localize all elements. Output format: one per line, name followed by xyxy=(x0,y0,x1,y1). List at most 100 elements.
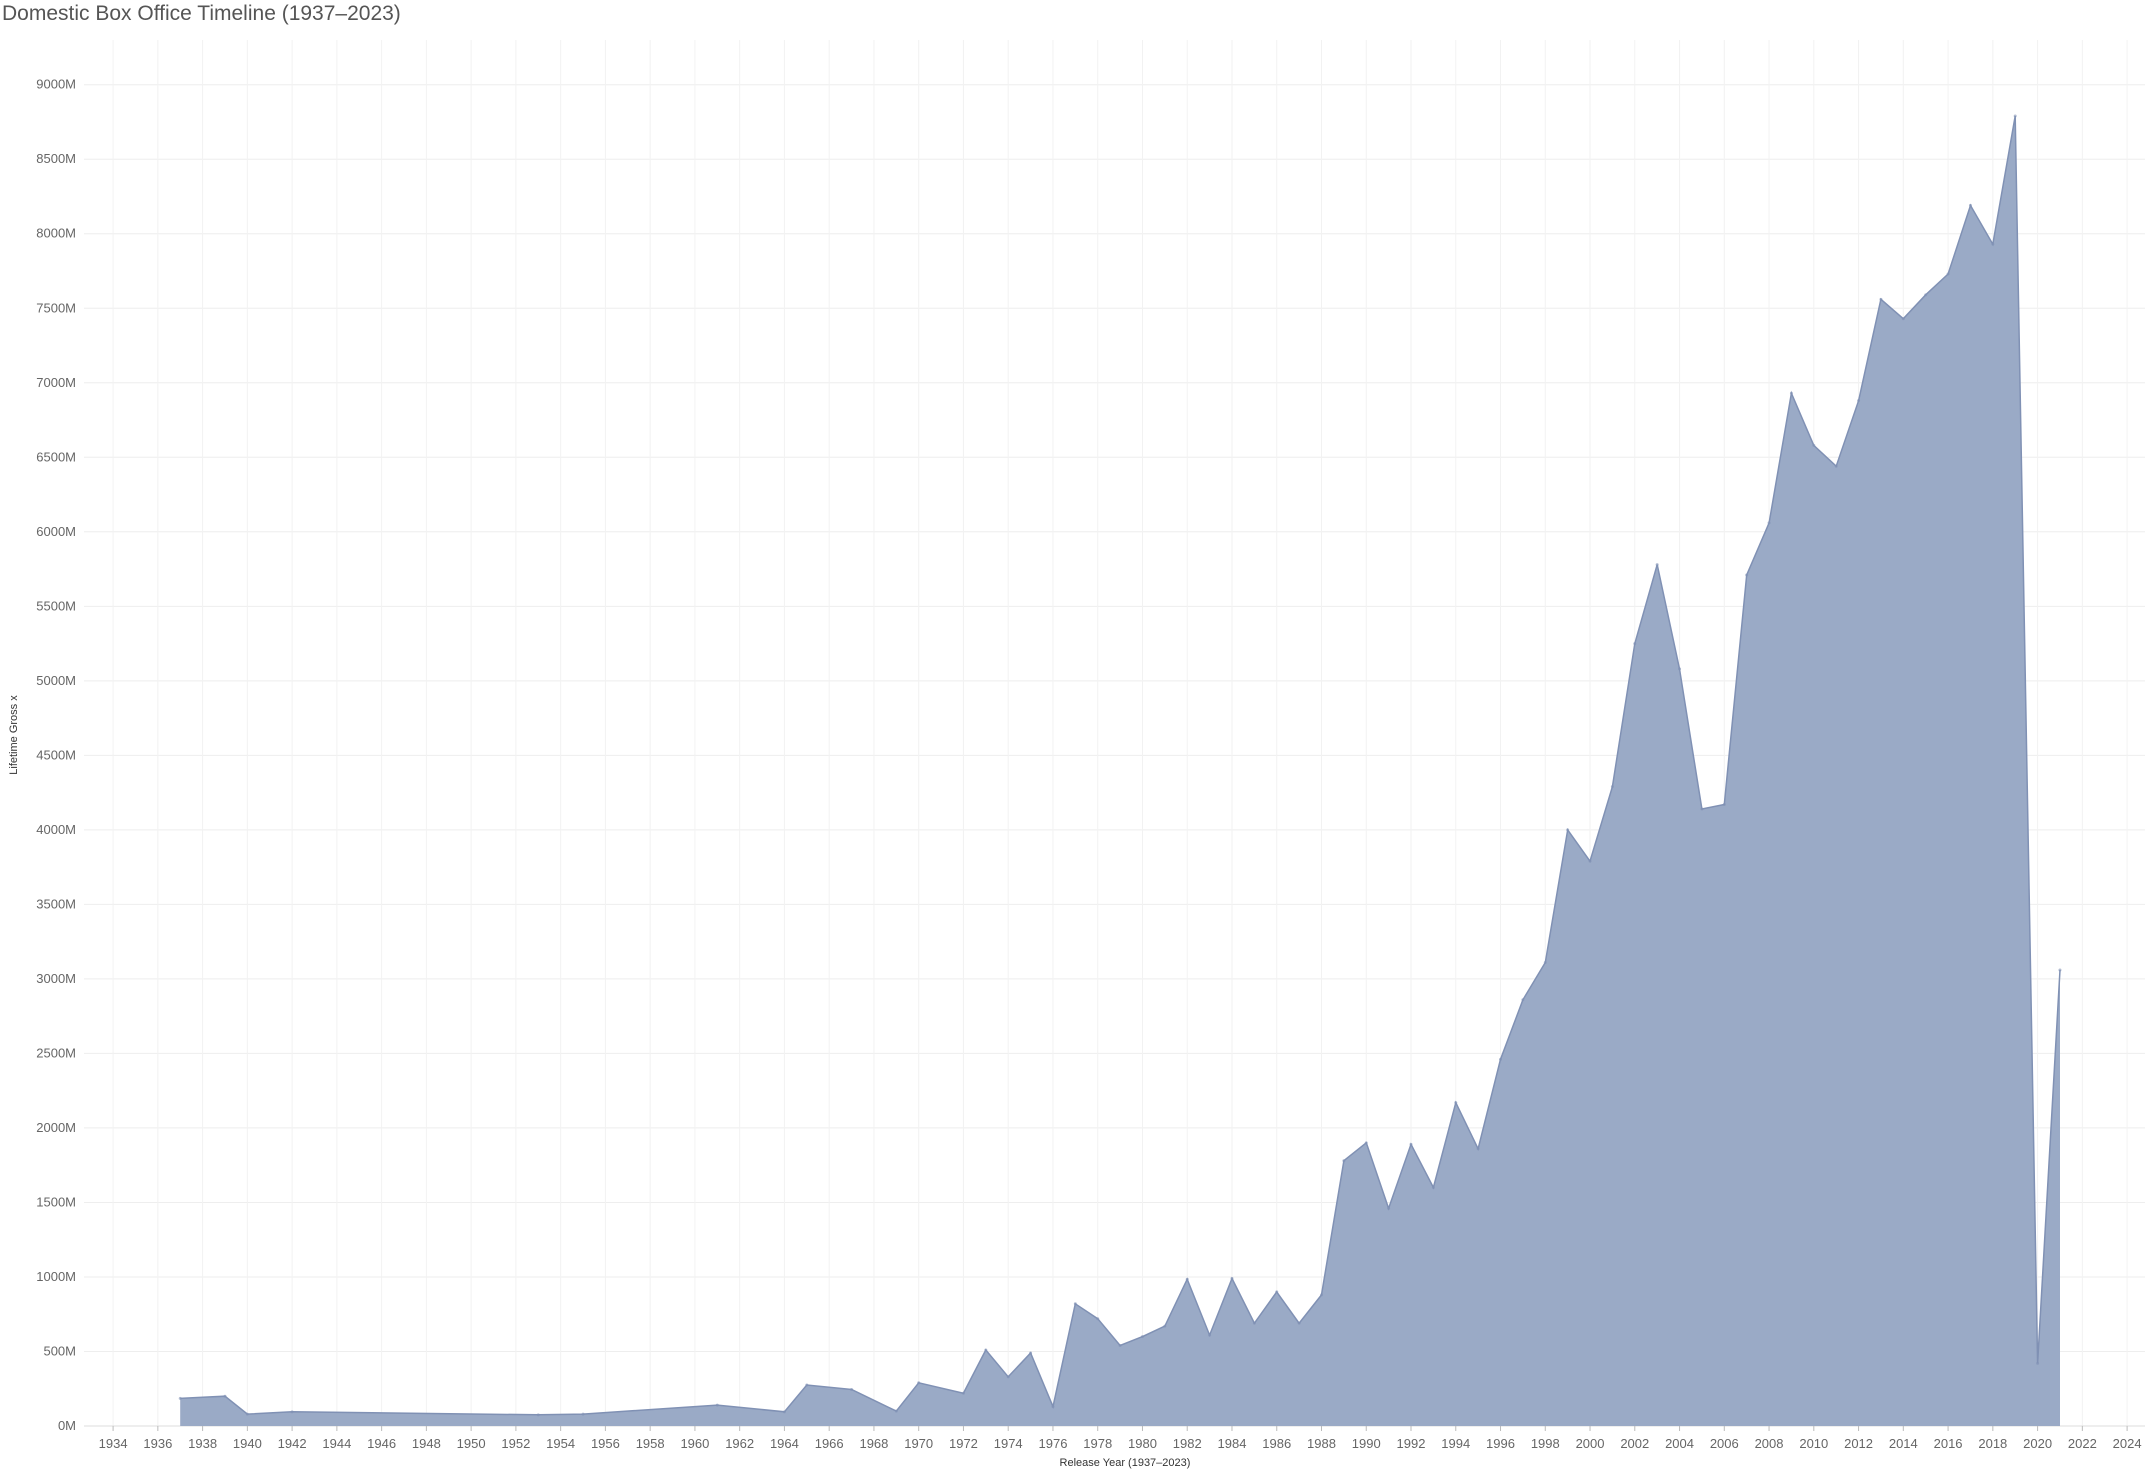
x-tick-label: 1950 xyxy=(457,1436,486,1451)
data-point[interactable] xyxy=(782,1410,786,1414)
data-point[interactable] xyxy=(1051,1405,1055,1409)
data-point[interactable] xyxy=(1566,828,1570,832)
data-point[interactable] xyxy=(1096,1317,1100,1321)
x-tick-label: 1978 xyxy=(1083,1436,1112,1451)
x-tick-label: 1942 xyxy=(278,1436,307,1451)
data-point[interactable] xyxy=(1924,293,1928,297)
data-point[interactable] xyxy=(1073,1302,1077,1306)
data-point[interactable] xyxy=(1633,642,1637,646)
data-point[interactable] xyxy=(1252,1321,1256,1325)
y-tick-label: 8000M xyxy=(36,226,76,241)
area-fill xyxy=(180,116,2061,1426)
data-point[interactable] xyxy=(1991,242,1995,246)
x-tick-label: 2008 xyxy=(1755,1436,1784,1451)
data-point[interactable] xyxy=(715,1403,719,1407)
data-point[interactable] xyxy=(1745,573,1749,577)
x-tick-label: 2018 xyxy=(1978,1436,2007,1451)
data-point[interactable] xyxy=(894,1409,898,1413)
data-point[interactable] xyxy=(2036,1361,2040,1365)
data-point[interactable] xyxy=(1454,1101,1458,1105)
area-outline xyxy=(180,115,2061,1416)
data-point[interactable] xyxy=(1901,317,1905,321)
data-point[interactable] xyxy=(223,1394,227,1398)
x-tick-label: 1940 xyxy=(233,1436,262,1451)
data-point[interactable] xyxy=(2013,114,2017,118)
data-point[interactable] xyxy=(1968,203,1972,207)
data-point[interactable] xyxy=(1029,1351,1033,1355)
data-point[interactable] xyxy=(1521,998,1525,1002)
data-point[interactable] xyxy=(1700,807,1704,811)
x-tick-label: 1934 xyxy=(99,1436,128,1451)
x-tick-label: 1952 xyxy=(501,1436,530,1451)
data-point[interactable] xyxy=(917,1381,921,1385)
x-tick-label: 2024 xyxy=(2113,1436,2142,1451)
x-tick-label: 2012 xyxy=(1844,1436,1873,1451)
y-tick-label: 4500M xyxy=(36,747,76,762)
data-point[interactable] xyxy=(1857,399,1861,403)
x-tick-label: 1946 xyxy=(367,1436,396,1451)
x-tick-label: 1984 xyxy=(1218,1436,1247,1451)
data-point[interactable] xyxy=(178,1396,182,1400)
data-point[interactable] xyxy=(536,1413,540,1417)
x-tick-label: 2004 xyxy=(1665,1436,1694,1451)
x-tick-label: 1956 xyxy=(591,1436,620,1451)
x-tick-label: 1990 xyxy=(1352,1436,1381,1451)
data-point[interactable] xyxy=(850,1387,854,1391)
y-tick-label: 8500M xyxy=(36,151,76,166)
data-point[interactable] xyxy=(1006,1375,1010,1379)
data-point[interactable] xyxy=(245,1412,249,1416)
x-tick-label: 1980 xyxy=(1128,1436,1157,1451)
data-point[interactable] xyxy=(2058,968,2062,972)
data-point[interactable] xyxy=(1767,521,1771,525)
area-series xyxy=(178,114,2062,1426)
data-point[interactable] xyxy=(1431,1186,1435,1190)
data-point[interactable] xyxy=(1543,961,1547,965)
data-point[interactable] xyxy=(1879,297,1883,301)
y-tick-label: 1000M xyxy=(36,1269,76,1284)
data-point[interactable] xyxy=(1140,1335,1144,1339)
data-point[interactable] xyxy=(1364,1141,1368,1145)
data-point[interactable] xyxy=(290,1410,294,1414)
data-point[interactable] xyxy=(1275,1290,1279,1294)
x-tick-label: 1972 xyxy=(949,1436,978,1451)
x-tick-label: 1966 xyxy=(815,1436,844,1451)
x-axis-label: Release Year (1937–2023) xyxy=(1060,1457,1191,1469)
x-tick-label: 1982 xyxy=(1173,1436,1202,1451)
data-point[interactable] xyxy=(1588,859,1592,863)
data-point[interactable] xyxy=(1722,803,1726,807)
data-point[interactable] xyxy=(1655,563,1659,567)
data-point[interactable] xyxy=(1678,667,1682,671)
data-point[interactable] xyxy=(1476,1147,1480,1151)
data-point[interactable] xyxy=(1789,391,1793,395)
x-tick-label: 1964 xyxy=(770,1436,799,1451)
data-point[interactable] xyxy=(1812,443,1816,447)
data-point[interactable] xyxy=(1342,1159,1346,1163)
data-point[interactable] xyxy=(984,1348,988,1352)
x-tick-label: 1944 xyxy=(322,1436,351,1451)
data-point[interactable] xyxy=(1208,1333,1212,1337)
data-point[interactable] xyxy=(1946,272,1950,276)
x-tick-label: 2000 xyxy=(1576,1436,1605,1451)
data-point[interactable] xyxy=(1185,1277,1189,1281)
x-tick-label: 1962 xyxy=(725,1436,754,1451)
data-point[interactable] xyxy=(805,1383,809,1387)
data-point[interactable] xyxy=(1163,1324,1167,1328)
y-tick-label: 1500M xyxy=(36,1194,76,1209)
data-point[interactable] xyxy=(1230,1276,1234,1280)
data-point[interactable] xyxy=(1387,1206,1391,1210)
data-point[interactable] xyxy=(1499,1057,1503,1061)
data-point[interactable] xyxy=(1409,1142,1413,1146)
y-tick-label: 2500M xyxy=(36,1045,76,1060)
x-tick-label: 1968 xyxy=(859,1436,888,1451)
data-point[interactable] xyxy=(1118,1344,1122,1348)
data-point[interactable] xyxy=(1610,785,1614,789)
x-tick-label: 1996 xyxy=(1486,1436,1515,1451)
x-tick-label: 2014 xyxy=(1889,1436,1918,1451)
data-point[interactable] xyxy=(1834,464,1838,468)
data-point[interactable] xyxy=(1297,1321,1301,1325)
data-point[interactable] xyxy=(961,1391,965,1395)
data-point[interactable] xyxy=(581,1412,585,1416)
data-point[interactable] xyxy=(1319,1293,1323,1297)
y-axis-ticks: 0M 500M 1000M 1500M 2000M 2500M 3000M 3500M 4000… xyxy=(36,77,76,1433)
